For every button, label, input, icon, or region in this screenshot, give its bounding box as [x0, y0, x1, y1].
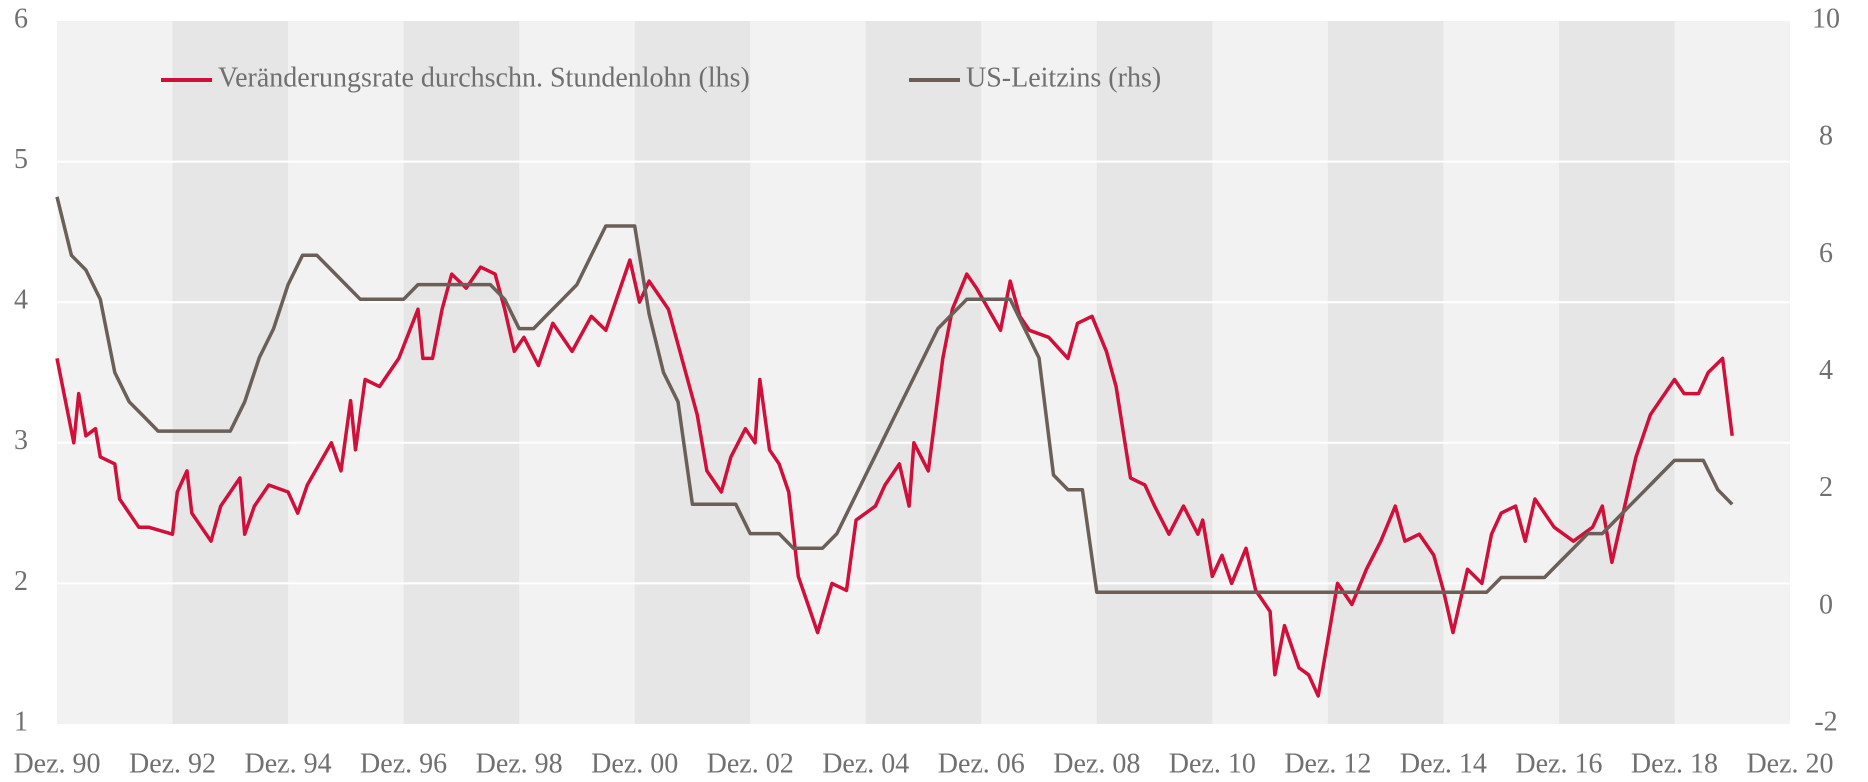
x-tick-label: Dez. 20: [1746, 748, 1833, 779]
legend-label: US-Leitzins (rhs): [966, 62, 1161, 93]
x-tick-label: Dez. 02: [707, 748, 794, 779]
y2-tick-label: 6: [1819, 238, 1833, 269]
y2-tick-label: 0: [1819, 589, 1833, 620]
x-tick-label: Dez. 92: [129, 748, 216, 779]
band: [1327, 21, 1444, 724]
band: [1558, 21, 1675, 724]
x-tick-label: Dez. 00: [591, 748, 678, 779]
band: [172, 21, 289, 724]
y2-tick-label: 10: [1812, 3, 1840, 34]
x-tick-label: Dez. 18: [1631, 748, 1718, 779]
x-tick-label: Dez. 16: [1515, 748, 1602, 779]
x-tick-label: Dez. 04: [822, 748, 909, 779]
x-tick-label: Dez. 14: [1400, 748, 1487, 779]
x-tick-label: Dez. 10: [1169, 748, 1256, 779]
x-tick-label: Dez. 06: [938, 748, 1025, 779]
line: [55, 196, 1734, 594]
y2-tick-label: -2: [1814, 706, 1837, 737]
band: [634, 21, 751, 724]
x-tick-label: Dez. 96: [360, 748, 447, 779]
y-tick-label: 3: [14, 425, 28, 456]
x-tick-label: Dez. 98: [476, 748, 563, 779]
x-tick-label: Dez. 08: [1053, 748, 1140, 779]
y-tick-label: 6: [14, 3, 28, 34]
y-tick-label: 4: [14, 285, 28, 316]
legend-label: Veränderungsrate durchschn. Stundenlohn …: [218, 62, 750, 93]
y-tick-label: 2: [14, 566, 28, 597]
band: [403, 21, 520, 724]
band: [1096, 21, 1213, 724]
y-tick-label: 1: [14, 706, 28, 737]
y2-tick-label: 2: [1819, 472, 1833, 503]
x-tick-label: Dez. 90: [13, 748, 100, 779]
y2-tick-label: 8: [1819, 121, 1833, 152]
x-tick-label: Dez. 12: [1284, 748, 1371, 779]
y-tick-label: 5: [14, 144, 28, 175]
band: [865, 21, 982, 724]
line: [55, 258, 1734, 698]
x-tick-label: Dez. 94: [245, 748, 332, 779]
y2-tick-label: 4: [1819, 355, 1833, 386]
